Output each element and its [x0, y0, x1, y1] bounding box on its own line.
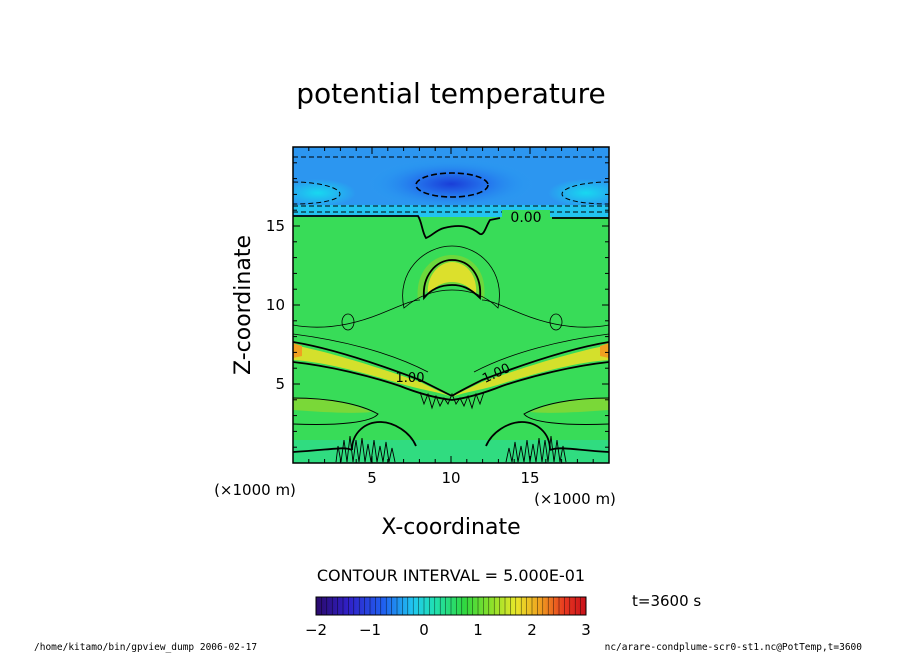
y-axis-label: Z-coordinate [231, 235, 256, 375]
y-unit-label: (×1000 m) [214, 481, 296, 499]
contour-dashed-right [561, 181, 609, 205]
field-right-edge-orange [600, 343, 609, 358]
contour-bottom-right-arch [485, 421, 551, 451]
contour-small-right [549, 313, 563, 331]
x-tick-label: 10 [441, 469, 460, 487]
footer-right: nc/arare-condplume-scr0-st1.nc@PotTemp,t… [605, 642, 863, 653]
y-tick-labels: 5 10 15 [266, 217, 285, 393]
colorbar-tick-label: 2 [527, 621, 537, 639]
contour-mid-2 [481, 299, 609, 328]
contour-right-band-3 [473, 333, 609, 373]
contour-field: 0.00 1.00 1.00 [293, 147, 609, 463]
x-ticks [308, 147, 594, 463]
footer-left: /home/kitamo/bin/gpview_dump 2006-02-17 [34, 642, 257, 653]
contour-lower-right [523, 397, 609, 425]
contour-bubble-inner [423, 259, 482, 301]
contour-left-band-1 [293, 341, 453, 397]
contour-interval-label: CONTOUR INTERVAL = 5.000E-01 [317, 566, 585, 585]
colorbar-divisions [321, 597, 581, 615]
contour-label-zero: 0.00 [510, 210, 541, 226]
field-blue-core [366, 158, 536, 210]
contour-dashed-left [293, 181, 341, 205]
contour-bottom-left-arch [351, 421, 417, 451]
field-cyan-left [293, 179, 356, 207]
contour-lower-left [293, 397, 379, 425]
x-tick-label: 5 [367, 469, 377, 487]
colorbar-tick-labels: −2 −1 0 1 2 3 [305, 621, 591, 639]
colorbar-tick-label: 0 [419, 621, 429, 639]
y-tick-label: 15 [266, 217, 285, 235]
contour-zero-line [293, 215, 609, 240]
field-left-band-yellow [293, 345, 452, 397]
contour-left-band-2 [293, 361, 453, 401]
contour-noise-center [419, 391, 485, 410]
contour-left-band-3 [293, 333, 429, 373]
contour-dashed-core [415, 172, 489, 198]
contour-small-left [341, 313, 355, 331]
field-left-edge-orange [293, 343, 302, 358]
y-ticks [293, 162, 609, 448]
time-label: t=3600 s [632, 592, 701, 610]
x-axis-label: X-coordinate [381, 515, 520, 540]
colorbar-tick-label: 1 [473, 621, 483, 639]
colorbar-tick-label: −2 [305, 621, 327, 639]
field-lower-left-yellowgreen [293, 398, 372, 413]
contour-noise-left [335, 435, 396, 463]
contour-noise-right [505, 435, 567, 463]
field-right-band-yellow [452, 345, 609, 397]
field-lower-right-yellowgreen [530, 398, 609, 413]
contour-bubble-outer [402, 245, 500, 309]
field-bubble-yellow [427, 262, 477, 295]
x-tick-label: 15 [520, 469, 539, 487]
contour-label-bg-zero [502, 210, 550, 224]
contour-right-band-1 [451, 341, 609, 397]
colorbar-tick-label: 3 [581, 621, 591, 639]
contour-lines [293, 156, 609, 463]
chart-title: potential temperature [296, 77, 605, 110]
contour-label-one-left: 1.00 [396, 371, 425, 386]
x-tick-labels: 5 10 15 [367, 469, 539, 487]
field-cyan-right [548, 179, 609, 207]
y-tick-label: 5 [275, 375, 285, 393]
contour-mid-1 [293, 299, 421, 328]
x-unit-label: (×1000 m) [534, 490, 616, 508]
y-tick-label: 10 [266, 296, 285, 314]
colorbar-tick-label: −1 [359, 621, 381, 639]
